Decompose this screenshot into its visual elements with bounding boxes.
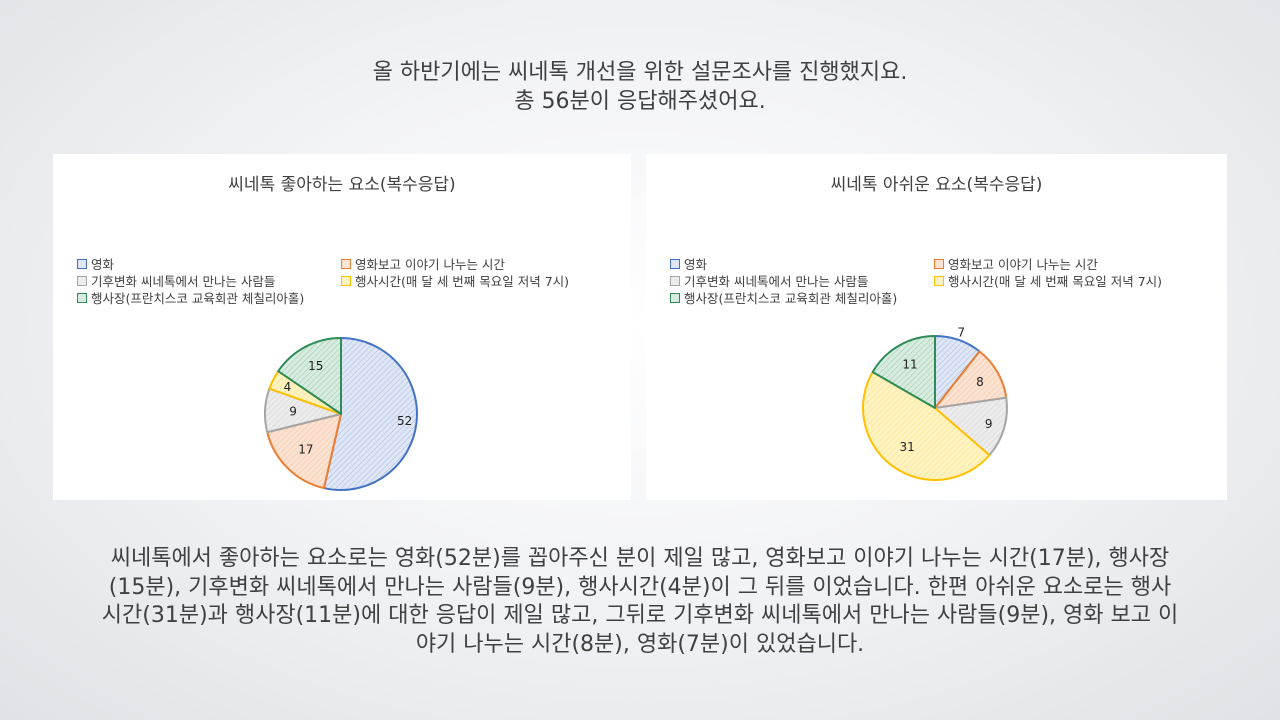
legend-label: 영화보고 이야기 나누는 시간: [355, 257, 505, 272]
data-label: 4: [284, 380, 292, 394]
legend-swatch: [341, 275, 351, 286]
legend-item: 영화보고 이야기 나누는 시간: [934, 254, 1098, 273]
legend-label: 행사장(프란치스코 교육회관 체칠리아홀): [684, 291, 898, 306]
heading-line-1: 올 하반기에는 씨네톡 개선을 위한 설문조사를 진행했지요.: [372, 60, 908, 85]
data-label: 9: [985, 417, 993, 431]
slide-heading: 올 하반기에는 씨네톡 개선을 위한 설문조사를 진행했지요. 총 56분이 응…: [0, 58, 1280, 116]
data-label: 8: [976, 375, 984, 389]
legend-swatch: [934, 275, 944, 286]
legend-item: 영화: [77, 254, 114, 273]
legend-label: 영화보고 이야기 나누는 시간: [948, 257, 1098, 272]
legend-label: 영화: [684, 257, 708, 272]
legend-label: 행사시간(매 달 세 번째 목요일 저녁 7시): [948, 274, 1163, 289]
legend-item: 영화: [670, 254, 707, 273]
legend-swatch: [670, 275, 680, 286]
legend-label: 행사시간(매 달 세 번째 목요일 저녁 7시): [355, 274, 570, 289]
legend-item: 행사장(프란치스코 교육회관 체칠리아홀): [670, 288, 897, 307]
legend-swatch: [341, 258, 351, 269]
pie-slice: [277, 337, 342, 415]
pie-chart: 52 17 9 4 15: [264, 337, 418, 491]
legend-item: 영화보고 이야기 나누는 시간: [341, 254, 505, 273]
legend-swatch: [934, 258, 944, 269]
data-label: 7: [957, 325, 965, 339]
data-label: 9: [289, 405, 297, 419]
summary-line-1: 씨네톡에서 좋아하는 요소로는 영화(52분)를 꼽아주신 분이 제일 많고, …: [110, 546, 1170, 571]
legend-swatch: [77, 292, 87, 303]
chart-title: 씨네톡 아쉬운 요소(복수응답): [830, 175, 1043, 195]
pie-slice: [871, 335, 936, 409]
legend-swatch: [77, 258, 87, 269]
legend-label: 기후변화 씨네톡에서 만나는 사람들: [684, 274, 869, 289]
summary-line-2: (15분), 기후변화 씨네톡에서 만나는 사람들(9분), 행사시간(4분)이…: [108, 574, 1172, 600]
legend-item: 기후변화 씨네톡에서 만나는 사람들: [670, 271, 868, 290]
data-label: 15: [308, 359, 323, 373]
summary-text: 씨네톡에서 좋아하는 요소로는 영화(52분)를 꼽아주신 분이 제일 많고, …: [0, 545, 1280, 659]
pie-slice: [934, 396, 1008, 457]
legend-item: 기후변화 씨네톡에서 만나는 사람들: [77, 271, 275, 290]
data-label: 31: [900, 440, 915, 454]
legend-swatch: [670, 292, 680, 303]
summary-line-4: 야기 나누는 시간(8분), 영화(7분)이 있었습니다.: [415, 631, 865, 657]
summary-line-3: 시간(31분)과 행사장(11분)에 대한 응답이 제일 많고, 그뒤로 기후변…: [101, 603, 1179, 628]
pie-slice: [322, 337, 418, 491]
legend-label: 행사장(프란치스코 교육회관 체칠리아홀): [91, 291, 305, 306]
pie-slice: [266, 413, 342, 490]
legend-item: 행사시간(매 달 세 번째 목요일 저녁 7시): [341, 271, 569, 290]
data-label: 17: [298, 443, 313, 457]
legend-swatch: [670, 258, 680, 269]
chart-title: 씨네톡 좋아하는 요소(복수응답): [228, 175, 456, 195]
legend-swatch: [77, 275, 87, 286]
data-label: 11: [902, 358, 917, 372]
legend-label: 영화: [91, 257, 115, 272]
pie-chart: 7 8 9 31 11: [862, 325, 1008, 481]
legend-label: 기후변화 씨네톡에서 만나는 사람들: [91, 274, 276, 289]
pie-slice: [862, 371, 991, 481]
legend-item: 행사장(프란치스코 교육회관 체칠리아홀): [77, 288, 304, 307]
data-label: 52: [397, 414, 412, 428]
heading-line-2: 총 56분이 응답해주셨어요.: [514, 89, 766, 114]
legend-item: 행사시간(매 달 세 번째 목요일 저녁 7시): [934, 271, 1162, 290]
